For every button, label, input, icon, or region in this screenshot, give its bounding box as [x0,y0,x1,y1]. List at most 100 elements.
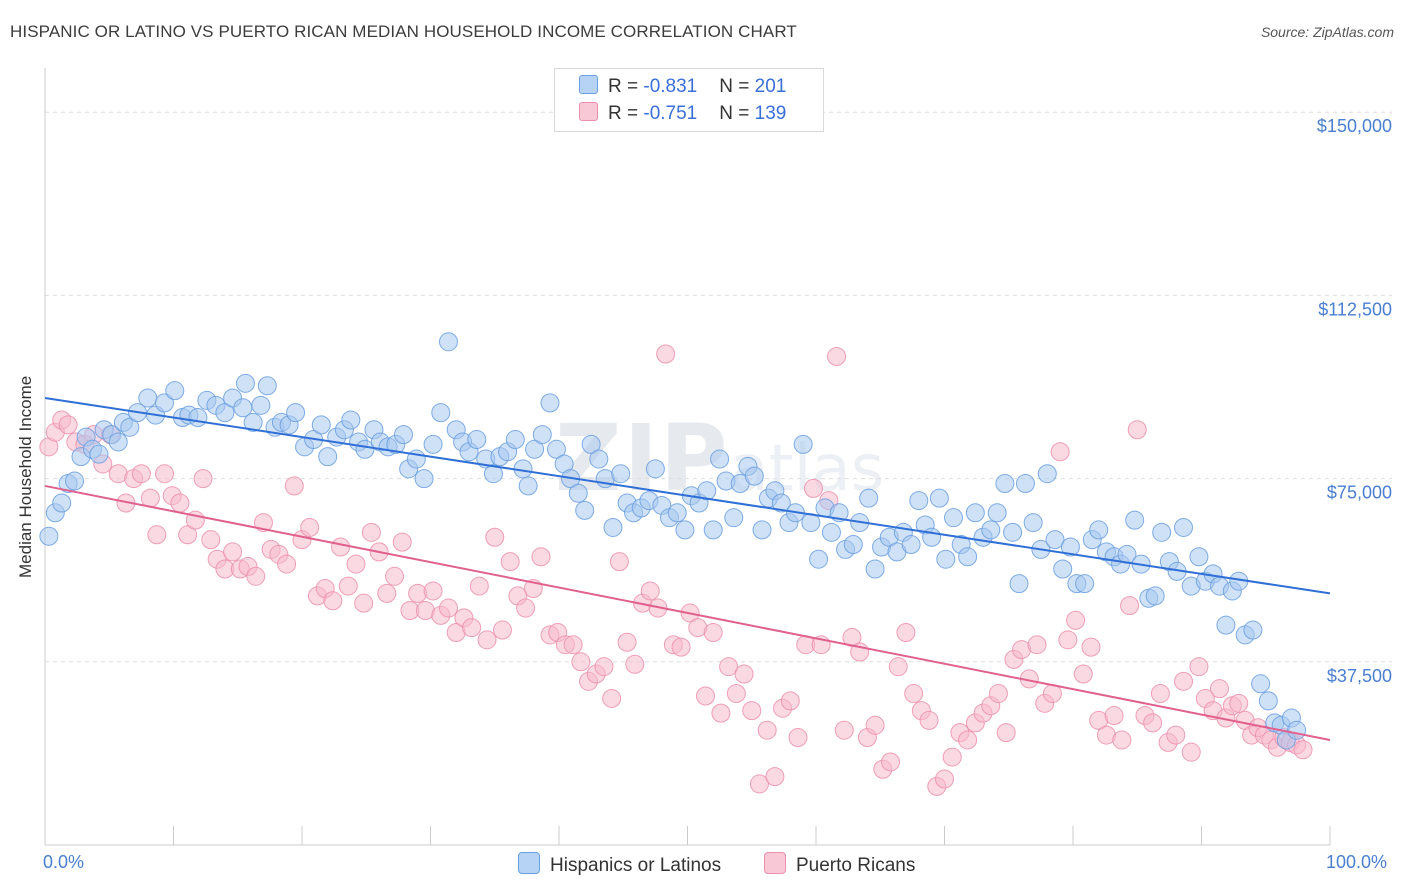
puerto-rican-point [609,552,629,572]
puerto-rican-point [695,686,715,706]
legend-n-label: N = [719,76,755,97]
hispanic-point [752,520,772,540]
hispanic-point [215,403,235,423]
puerto-rican-point [942,747,962,767]
puerto-rican-point [438,598,458,618]
hispanic-point [1075,574,1095,594]
puerto-rican-point [711,703,731,723]
hispanic-point [467,430,487,450]
puerto-rican-point [1127,420,1147,440]
puerto-rican-point [719,657,739,677]
puerto-rican-point [1209,679,1229,699]
bottom-legend-swatch-pink [764,852,786,874]
hispanic-point [581,434,601,454]
hispanic-point [1089,520,1109,540]
hispanic-point [909,491,929,511]
puerto-rican-point [338,576,358,596]
puerto-rican-point [361,522,381,542]
hispanic-point [52,493,72,513]
hispanic-point [1009,574,1029,594]
puerto-rican-point [223,542,243,562]
hispanic-point [1174,517,1194,537]
puerto-rican-point [788,728,808,748]
hispanic-point [1003,522,1023,542]
bottom-legend-label-hispanic: Hispanics or Latinos [550,855,722,876]
puerto-rican-point [757,720,777,740]
chart-title: HISPANIC OR LATINO VS PUERTO RICAN MEDIA… [10,22,797,41]
hispanic-point [138,388,158,408]
puerto-rican-point [988,684,1008,704]
hispanic-point [483,464,503,484]
puerto-rican-point [1174,671,1194,691]
puerto-rican-point [354,593,374,613]
puerto-rican-point [602,688,622,708]
hispanic-trendline [44,397,1331,595]
hispanic-point [865,559,885,579]
hispanic-point [311,415,331,435]
puerto-rican-point [865,715,885,735]
puerto-rican-point [253,513,273,533]
hispanic-point [518,476,538,496]
hispanic-point [710,449,730,469]
hispanic-point [995,473,1015,493]
legend-swatch-pink [579,102,598,121]
hispanic-point [525,439,545,459]
hispanic-point [540,393,560,413]
hispanic-point [318,447,338,467]
puerto-rican-point [492,620,512,640]
hispanic-point [414,469,434,489]
puerto-rican-point [1058,630,1078,650]
hispanic-point [1145,586,1165,606]
x-tick-label-end: 100.0% [1326,852,1388,872]
hispanic-point [981,520,1001,540]
puerto-rican-point [703,622,723,642]
hispanic-point [793,434,813,454]
legend-n-label: N = [719,103,755,124]
legend-r-label: R = [608,76,644,97]
hispanic-point [546,439,566,459]
puerto-rican-point [734,664,754,684]
x-tick-label-start: 0.0% [43,852,85,872]
hispanic-point [155,393,175,413]
puerto-rican-point [170,493,190,513]
legend-n-value: 139 [754,103,787,124]
hispanic-point [1037,464,1057,484]
hispanic-point [243,412,263,432]
stats-legend: R = -0.831 N = 201 R = -0.751 N = 139 [554,68,824,132]
puerto-rican-point [656,344,676,364]
puerto-rican-point [1166,725,1186,745]
puerto-rican-point [246,566,266,586]
hispanic-point [603,517,623,537]
hispanic-point [89,444,109,464]
puerto-rican-point [1293,740,1313,760]
puerto-rican-point [904,684,924,704]
puerto-rican-point [140,488,160,508]
hispanic-point [675,520,695,540]
puerto-rican-point [147,525,167,545]
puerto-rican-point [331,537,351,557]
hispanic-point [667,503,687,523]
hispanic-point [1243,620,1263,640]
hispanic-point [724,508,744,528]
puerto-rican-point [625,654,645,674]
hispanic-point [235,373,255,393]
puerto-rican-point [827,346,847,366]
bottom-legend-label-puerto-rican: Puerto Ricans [796,855,916,876]
puerto-rican-point [958,730,978,750]
legend-n-value: 201 [754,76,787,97]
puerto-rican-point [1112,730,1132,750]
puerto-rican-point [277,554,297,574]
hispanic-point [341,410,361,430]
puerto-rican-point [1081,637,1101,657]
puerto-rican-point [346,554,366,574]
hispanic-point [645,459,665,479]
hispanic-point [505,430,525,450]
hispanic-point [568,483,588,503]
legend-r-value: -0.751 [643,103,698,124]
hispanic-point [703,520,723,540]
hispanic-point [423,434,443,454]
hispanic-point [39,526,59,546]
hispanic-point [697,481,717,501]
puerto-rican-point [201,530,221,550]
puerto-rican-point [563,635,583,655]
